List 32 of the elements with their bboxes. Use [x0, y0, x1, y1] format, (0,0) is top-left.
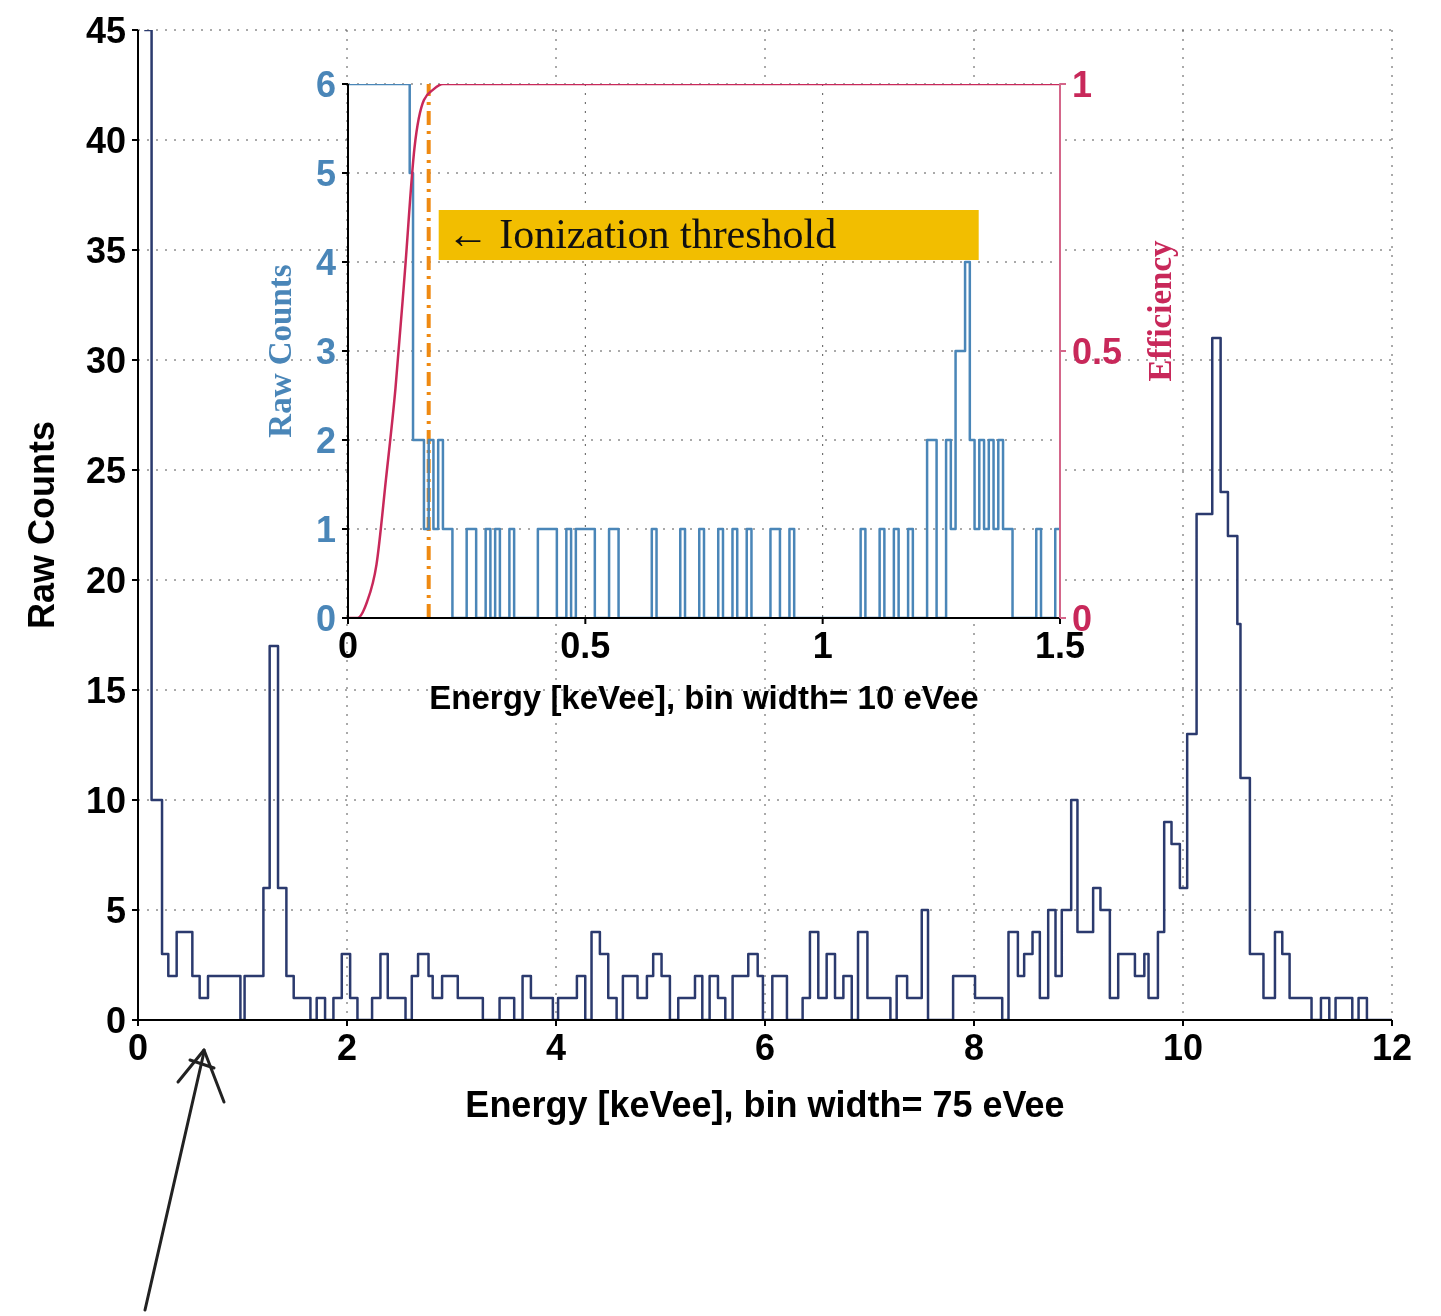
y-tick-label: 20: [85, 559, 126, 601]
y-axis-title: Raw Counts: [261, 264, 299, 438]
y-tick-label: 45: [85, 9, 126, 51]
ref-line-label: ← Ionization threshold: [446, 211, 837, 257]
y2-tick-label: 0.5: [1072, 330, 1123, 372]
y-axis-title: Raw Counts: [21, 420, 63, 630]
x-tick-label: 12: [1371, 1026, 1413, 1068]
y-tick-label: 5: [315, 152, 336, 194]
x-tick-label: 0.5: [560, 624, 611, 666]
y-tick-label: 10: [85, 779, 126, 821]
y-tick-label: 40: [85, 119, 126, 161]
y-tick-label: 25: [85, 449, 126, 491]
y-tick-label: 4: [315, 241, 336, 283]
y-tick-label: 5: [105, 889, 126, 931]
y-tick-label: 1: [315, 508, 336, 550]
y-tick-label: 35: [85, 229, 126, 271]
x-tick-label: 10: [1162, 1026, 1204, 1068]
y-tick-label: 0: [315, 597, 336, 639]
y-tick-label: 0: [105, 999, 126, 1041]
y-tick-label: 3: [315, 330, 336, 372]
y-tick-label: 2: [315, 419, 336, 461]
x-axis-title: Energy [keVee], bin width= 10 eVee: [429, 679, 979, 717]
y2-axis-title: Efficiency: [1141, 240, 1179, 382]
y-tick-label: 30: [85, 339, 126, 381]
x-axis-title: Energy [keVee], bin width= 75 eVee: [465, 1084, 1065, 1126]
x-tick-label: 1: [812, 624, 833, 666]
x-tick-label: 8: [963, 1026, 985, 1068]
x-tick-label: 6: [754, 1026, 776, 1068]
y-tick-label: 6: [315, 63, 336, 105]
y2-tick-label: 1: [1072, 63, 1093, 105]
x-tick-label: 4: [545, 1026, 567, 1068]
y-tick-label: 15: [85, 669, 126, 711]
